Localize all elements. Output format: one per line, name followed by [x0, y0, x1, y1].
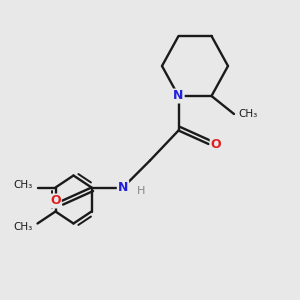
Text: CH₃: CH₃: [14, 221, 33, 232]
Text: O: O: [50, 194, 61, 208]
Text: H: H: [136, 185, 145, 196]
Text: O: O: [211, 137, 221, 151]
Text: CH₃: CH₃: [14, 179, 33, 190]
Text: N: N: [173, 89, 184, 103]
Text: N: N: [118, 181, 128, 194]
Text: CH₃: CH₃: [238, 109, 258, 119]
